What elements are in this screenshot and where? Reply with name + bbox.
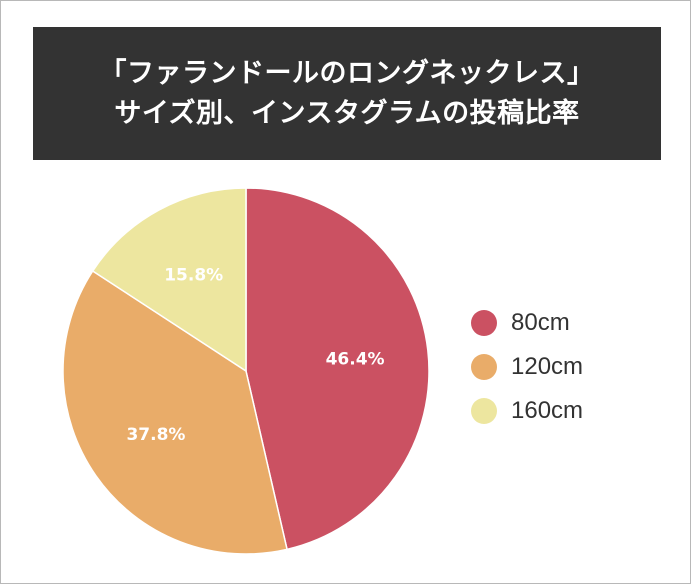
legend-swatch-160cm bbox=[471, 398, 497, 424]
legend-swatch-120cm bbox=[471, 354, 497, 380]
pie-slice-160cm bbox=[91, 187, 247, 373]
slice-label-160cm: 15.8% bbox=[164, 265, 223, 285]
legend-item-160cm: 160cm bbox=[471, 389, 671, 433]
legend: 80cm 120cm 160cm bbox=[471, 301, 671, 433]
title-banner: 「ファランドールのロングネックレス」 サイズ別、インスタグラムの投稿比率 bbox=[33, 27, 661, 160]
legend-swatch-80cm bbox=[471, 310, 497, 336]
slice-label-120cm: 37.8% bbox=[126, 425, 185, 445]
title-line-1: 「ファランドールのロングネックレス」 bbox=[99, 57, 595, 89]
pie-slice-80cm bbox=[245, 187, 430, 551]
title-line-2: サイズ別、インスタグラムの投稿比率 bbox=[114, 97, 580, 129]
slice-label-80cm: 46.4% bbox=[326, 350, 385, 370]
legend-item-120cm: 120cm bbox=[471, 345, 671, 389]
legend-item-80cm: 80cm bbox=[471, 301, 671, 345]
pie-slice-120cm bbox=[62, 269, 288, 555]
legend-label-160cm: 160cm bbox=[511, 397, 584, 424]
legend-label-120cm: 120cm bbox=[511, 353, 584, 380]
legend-label-80cm: 80cm bbox=[511, 309, 570, 336]
